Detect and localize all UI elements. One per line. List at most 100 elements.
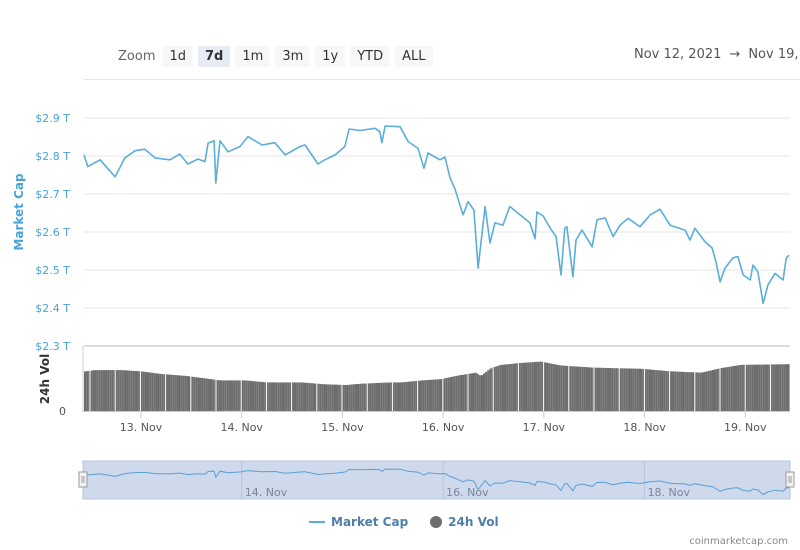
volume-bar <box>386 382 389 411</box>
volume-bar <box>760 364 763 411</box>
volume-bar <box>432 379 435 411</box>
zoom-all-button[interactable]: ALL <box>395 45 433 67</box>
volume-bar <box>436 379 439 411</box>
volume-bar <box>682 371 685 411</box>
volume-bar <box>480 375 483 411</box>
zoom-3m-button[interactable]: 3m <box>275 45 311 67</box>
volume-bar <box>96 370 99 412</box>
volume-bar <box>634 368 637 411</box>
market-cap-line <box>83 125 790 305</box>
volume-bar <box>411 381 414 411</box>
volume-bar <box>501 364 504 411</box>
volume-bar <box>205 378 208 411</box>
volume-bar <box>132 370 135 411</box>
volume-bar <box>94 370 97 411</box>
volume-bar <box>149 372 152 411</box>
volume-bar <box>428 379 431 411</box>
volume-bar <box>331 384 334 411</box>
volume-bar <box>636 368 639 411</box>
volume-bar <box>730 366 733 411</box>
volume-bar <box>630 368 633 411</box>
zoom-label: Zoom <box>118 48 156 64</box>
volume-bar <box>90 370 93 411</box>
volume-bar <box>564 365 567 411</box>
zoom-7d-button[interactable]: 7d <box>198 45 231 67</box>
volume-bar <box>258 381 261 411</box>
volume-bar <box>291 382 294 411</box>
volume-bar <box>296 382 299 411</box>
volume-bar <box>596 367 599 411</box>
volume-bar <box>737 365 740 411</box>
volume-bar <box>342 384 345 411</box>
volume-bar <box>714 369 717 411</box>
volume-bar <box>575 366 578 411</box>
volume-bar <box>413 381 416 411</box>
volume-bar <box>680 371 683 411</box>
volume-bar <box>245 380 248 411</box>
divider <box>84 79 800 80</box>
volume-bar <box>489 368 492 411</box>
volume-bar <box>306 382 309 411</box>
legend-market-cap[interactable]: Market Cap <box>309 515 408 529</box>
volume-bar <box>174 375 177 411</box>
x-tick-label: 15. Nov <box>321 421 364 434</box>
volume-bar <box>659 370 662 411</box>
volume-bar <box>716 369 719 411</box>
volume-bar <box>218 380 221 411</box>
volume-bar <box>543 362 546 411</box>
volume-bar <box>588 367 591 411</box>
x-tick-label: 17. Nov <box>523 421 566 434</box>
volume-bar <box>497 365 500 411</box>
volume-bar <box>554 364 557 411</box>
volume-bar <box>476 373 479 411</box>
zoom-1y-button[interactable]: 1y <box>315 45 346 67</box>
range-to-input[interactable]: Nov 19, 2 <box>748 47 800 62</box>
y-tick-label: $2.9 T <box>35 112 70 125</box>
zoom-1d-button[interactable]: 1d <box>162 45 194 67</box>
zoom-1m-button[interactable]: 1m <box>235 45 271 67</box>
navigator[interactable]: 14. Nov 16. Nov 18. Nov <box>78 460 795 500</box>
volume-bar <box>732 366 735 411</box>
volume-bar <box>512 363 515 411</box>
volume-bar <box>396 382 399 411</box>
volume-bar <box>709 370 712 411</box>
volume-bar <box>210 379 213 411</box>
volume-bar <box>380 382 383 411</box>
volume-bar <box>529 362 532 411</box>
navigator-selection[interactable] <box>82 460 791 500</box>
volume-bar <box>279 382 282 411</box>
volume-bar <box>499 365 502 411</box>
volume-bar <box>260 381 263 411</box>
volume-bar <box>640 368 643 411</box>
volume-bar <box>541 361 544 411</box>
range-from-input[interactable]: Nov 12, 2021 <box>634 47 722 62</box>
volume-bar <box>571 366 574 411</box>
navigator-left-handle[interactable] <box>78 471 88 488</box>
volume-bar <box>506 364 509 411</box>
volume-bar <box>768 364 771 411</box>
volume-bar <box>483 373 486 411</box>
volume-bar <box>625 368 628 411</box>
volume-bar <box>153 373 156 411</box>
volume-bar <box>237 380 240 411</box>
zoom-ytd-button[interactable]: YTD <box>350 45 391 67</box>
volume-bar <box>100 370 103 412</box>
volume-bar <box>638 368 641 411</box>
volume-bar <box>485 371 488 411</box>
legend-24h-vol[interactable]: 24h Vol <box>430 515 499 529</box>
volume-bar <box>653 369 656 411</box>
volume-bar <box>598 367 601 411</box>
dot-swatch-icon <box>430 516 443 528</box>
volume-bar <box>254 381 257 411</box>
volume-bar <box>312 383 315 411</box>
y-tick-label: $2.8 T <box>35 150 70 163</box>
volume-bar <box>285 382 288 411</box>
volume-bar <box>701 372 704 411</box>
date-range: Nov 12, 2021 → Nov 19, 2 <box>634 47 800 62</box>
volume-bar <box>745 364 748 411</box>
volume-bar <box>420 380 423 411</box>
volume-bar <box>222 380 225 411</box>
volume-bar <box>147 372 150 411</box>
navigator-right-handle[interactable] <box>785 471 795 488</box>
line-swatch-icon <box>309 521 325 523</box>
